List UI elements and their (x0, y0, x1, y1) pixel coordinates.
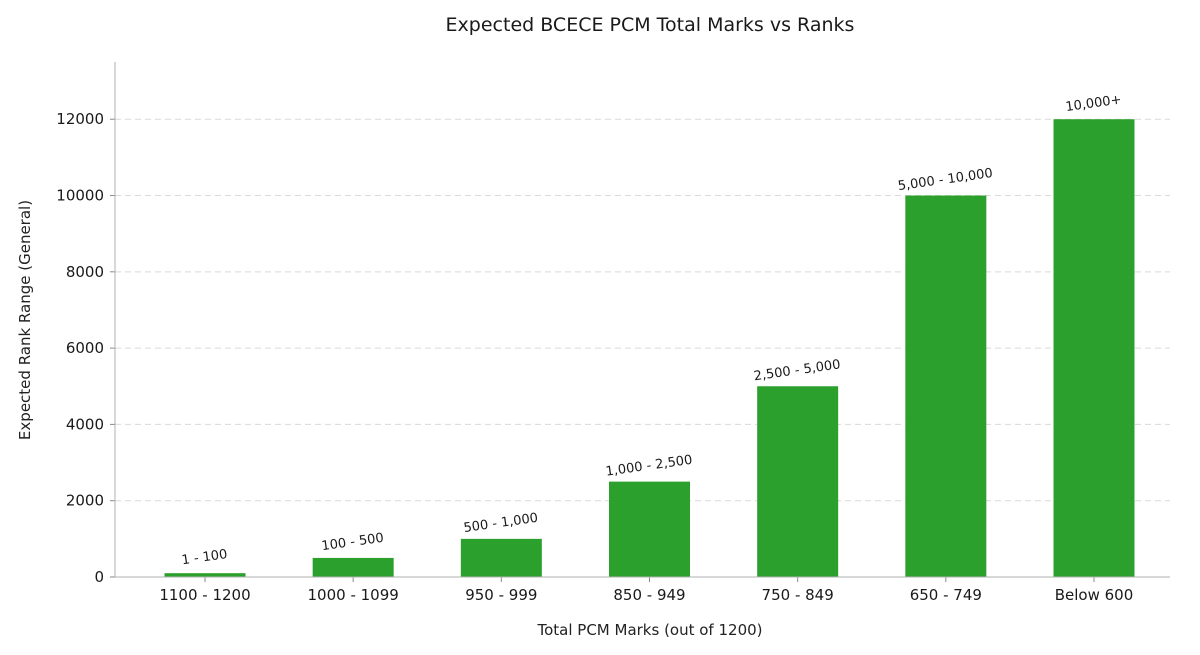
x-tick-label: 950 - 999 (465, 586, 537, 604)
bar (164, 573, 246, 577)
data-label: 5,000 - 10,000 (897, 166, 994, 194)
bar (312, 557, 394, 577)
x-tick-label: 650 - 749 (910, 586, 982, 604)
x-tick-label: 850 - 949 (613, 586, 685, 604)
y-tick-label: 6000 (66, 339, 104, 357)
bar (757, 386, 839, 577)
data-label: 10,000+ (1065, 92, 1123, 115)
data-label: 100 - 500 (321, 531, 385, 555)
axes: 0 2000 4000 6000 8000 10000 12000 1100 - 1200 10… (56, 62, 1170, 604)
y-tick-label: 2000 (66, 492, 104, 510)
y-tick-label: 0 (94, 568, 104, 586)
data-label: 500 - 1,000 (463, 511, 539, 536)
bars (164, 119, 1135, 577)
x-axis-title: Total PCM Marks (out of 1200) (536, 621, 762, 639)
bar (1053, 119, 1135, 577)
x-tick-label: 750 - 849 (762, 586, 834, 604)
bar (609, 481, 690, 577)
x-tick-label: 1100 - 1200 (159, 586, 250, 604)
y-tick-label: 10000 (56, 187, 104, 205)
bar (460, 538, 542, 577)
y-tick-label: 8000 (66, 263, 104, 281)
bar (905, 195, 987, 577)
x-tick-label: 1000 - 1099 (308, 586, 399, 604)
gridlines (115, 118, 1170, 502)
y-axis-title: Expected Rank Range (General) (16, 200, 34, 440)
y-tick-label: 4000 (66, 415, 104, 433)
y-tick-label: 12000 (56, 110, 104, 128)
x-tick-label: Below 600 (1055, 586, 1134, 604)
data-label: 1 - 100 (181, 547, 229, 568)
chart-title: Expected BCECE PCM Total Marks vs Ranks (446, 14, 855, 36)
data-label: 2,500 - 5,000 (753, 357, 842, 384)
data-label: 1,000 - 2,500 (605, 453, 694, 480)
